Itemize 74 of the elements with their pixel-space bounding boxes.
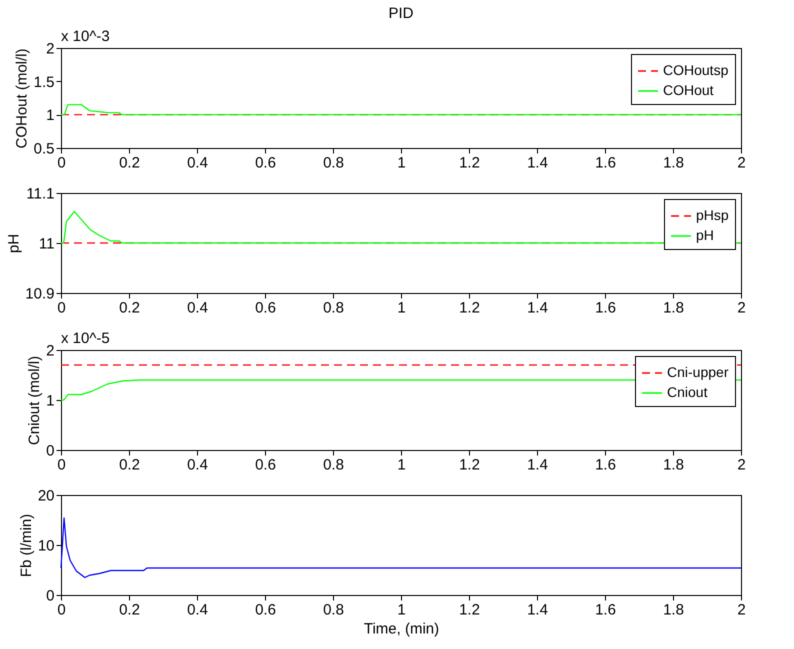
x-tick-label: 0.8	[323, 602, 344, 618]
x-tick-label: 1.8	[663, 456, 684, 474]
x-tick-label: 0.4	[187, 300, 208, 316]
x-tick-label: 0.2	[119, 154, 140, 172]
x-tick-label: 1	[397, 300, 406, 316]
x-tick-label: 0.6	[255, 456, 276, 474]
legend-label: Cni-upper	[667, 364, 729, 380]
x-tick-label: 1.4	[527, 154, 548, 172]
line-series	[60, 210, 742, 244]
x-tick-label: 2	[737, 456, 746, 474]
legend-label: pH	[696, 227, 714, 243]
x-tick-label: 1	[397, 602, 406, 618]
x-tick-label: 2	[737, 154, 746, 172]
x-tick-label: 0.4	[187, 602, 208, 618]
x-tick-label: 1	[397, 154, 406, 172]
legend-label: COHout	[663, 82, 714, 98]
y-tick-label: 11	[38, 236, 54, 252]
x-tick-label: 1.6	[595, 300, 616, 316]
line-series	[60, 517, 742, 578]
x-tick-label: 1.4	[527, 602, 548, 618]
text: x 10^-3	[61, 28, 110, 45]
text: x 10^-5	[61, 330, 110, 347]
x-tick-label: 0.2	[119, 602, 140, 618]
x-tick-label: 1.8	[663, 300, 684, 316]
y-axis-title: COHout (mol/l)	[14, 48, 31, 149]
y-tick-label: 20	[38, 488, 54, 504]
x-tick-label: 1.6	[595, 456, 616, 474]
x-tick-label: 0	[57, 602, 66, 618]
y-tick-label: 1	[46, 392, 54, 410]
x-tick-label: 1.6	[595, 154, 616, 172]
x-tick-label: 1.8	[663, 154, 684, 172]
x-tick-label: 0.6	[255, 154, 276, 172]
x-tick-label: 0	[57, 456, 66, 474]
x-tick-label: 0.2	[119, 456, 140, 474]
y-tick-label: 0	[46, 442, 54, 460]
y-tick-label: 2	[46, 342, 54, 360]
x-axis-title: Time, (min)	[364, 620, 440, 638]
x-tick-label: 0.8	[323, 300, 344, 316]
x-tick-label: 0	[57, 154, 66, 172]
y-axis-title: pH	[5, 234, 22, 254]
x-tick-label: 1.8	[663, 602, 684, 618]
y-tick-label: 10.9	[25, 286, 54, 302]
x-tick-label: 0.4	[187, 456, 208, 474]
y-tick-label: 2	[46, 40, 54, 58]
legend-label: pHsp	[696, 207, 729, 223]
legend-label: COHoutsp	[663, 62, 729, 78]
y-tick-label: 1.5	[34, 74, 54, 91]
chart-title: PID	[388, 5, 414, 22]
x-tick-label: 2	[737, 602, 746, 618]
y-tick-label: 10	[38, 538, 54, 554]
x-tick-label: 0.2	[119, 300, 140, 316]
x-tick-label: 0	[57, 300, 66, 316]
y-tick-label: 11.1	[26, 186, 54, 202]
y-tick-label: 0	[46, 588, 54, 604]
x-tick-label: 1	[397, 456, 406, 474]
x-tick-label: 1.2	[459, 154, 480, 172]
y-axis-title: Fb (l/min)	[18, 514, 35, 578]
line-series	[60, 104, 742, 116]
x-tick-label: 1.4	[527, 456, 548, 474]
x-tick-label: 1.6	[595, 602, 616, 618]
x-tick-label: 0.8	[323, 456, 344, 474]
y-tick-label: 0.5	[34, 140, 54, 158]
x-tick-label: 1.2	[459, 300, 480, 316]
y-tick-label: 1	[46, 107, 54, 124]
x-tick-label: 2	[737, 300, 746, 316]
x-tick-label: 0.6	[255, 602, 276, 618]
legend-label: Cniout	[667, 384, 708, 400]
x-tick-label: 0.8	[323, 154, 344, 172]
x-tick-label: 0.6	[255, 300, 276, 316]
y-axis-title: Cniout (mol/l)	[26, 356, 44, 446]
x-tick-label: 1.2	[459, 456, 480, 474]
x-tick-label: 1.2	[459, 602, 480, 618]
x-tick-label: 1.4	[527, 300, 548, 316]
x-tick-label: 0.4	[187, 154, 208, 172]
